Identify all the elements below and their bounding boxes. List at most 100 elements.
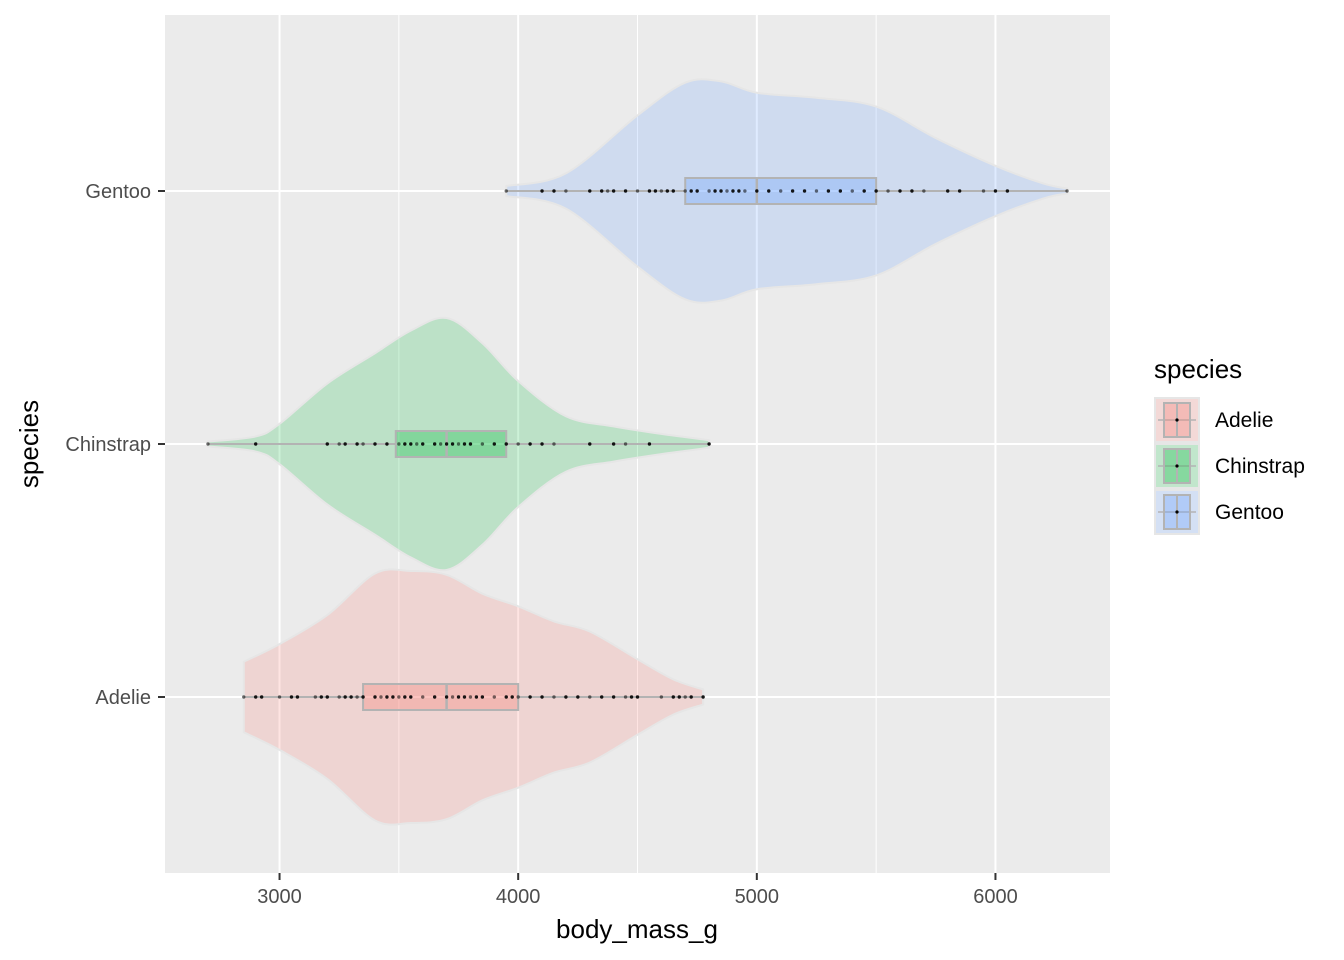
point-chinstrap	[403, 442, 407, 446]
point-adelie	[313, 695, 318, 699]
point-chinstrap	[438, 442, 443, 446]
point-adelie	[689, 695, 693, 699]
point-gentoo	[725, 189, 729, 193]
point-adelie	[635, 695, 640, 699]
point-chinstrap	[540, 442, 544, 446]
point-gentoo	[1005, 189, 1010, 193]
point-chinstrap	[325, 442, 329, 446]
point-gentoo	[993, 189, 998, 193]
legend-title: species	[1154, 354, 1242, 384]
point-adelie	[379, 695, 383, 699]
point-gentoo	[898, 189, 902, 193]
point-adelie	[588, 695, 592, 699]
point-gentoo	[695, 189, 699, 193]
point-chinstrap	[337, 442, 341, 446]
point-chinstrap	[432, 442, 437, 446]
x-axis-title: body_mass_g	[556, 914, 718, 944]
point-gentoo	[588, 189, 592, 193]
point-chinstrap	[504, 442, 508, 446]
x-tick-label: 3000	[257, 886, 302, 908]
y-axis: Adelie Chinstrap Gentoo	[65, 181, 165, 709]
point-chinstrap	[456, 442, 461, 446]
x-tick-label: 5000	[735, 886, 780, 908]
point-gentoo	[802, 189, 807, 193]
point-gentoo	[653, 189, 658, 193]
point-chinstrap	[253, 442, 258, 446]
point-adelie	[432, 695, 437, 699]
point-chinstrap	[361, 442, 365, 446]
point-gentoo	[838, 189, 843, 193]
point-adelie	[474, 695, 479, 699]
point-gentoo	[1065, 189, 1069, 193]
point-chinstrap	[444, 442, 449, 446]
point-chinstrap	[528, 442, 532, 446]
point-adelie	[373, 695, 377, 699]
point-gentoo	[767, 189, 771, 193]
point-gentoo	[874, 189, 878, 193]
point-adelie	[564, 695, 568, 699]
point-adelie	[349, 695, 353, 699]
point-gentoo	[623, 189, 628, 193]
point-adelie	[629, 695, 634, 699]
legend-key-point-chinstrap	[1175, 464, 1179, 468]
point-gentoo	[683, 189, 687, 193]
x-tick-label: 4000	[496, 886, 541, 908]
point-gentoo	[737, 189, 741, 193]
point-chinstrap	[355, 442, 359, 446]
point-adelie	[450, 695, 455, 699]
box-adelie	[362, 683, 520, 711]
point-gentoo	[957, 189, 962, 193]
point-adelie	[361, 695, 365, 699]
y-axis-title: species	[14, 400, 44, 488]
point-adelie	[701, 695, 705, 699]
point-chinstrap	[552, 442, 556, 446]
point-chinstrap	[611, 442, 616, 446]
violins	[206, 78, 1069, 826]
legend: species Adelie Chinstrap Gentoo	[1154, 354, 1305, 535]
point-adelie	[391, 695, 395, 699]
point-adelie	[528, 695, 532, 699]
point-adelie	[683, 695, 687, 699]
point-adelie	[253, 695, 258, 699]
point-chinstrap	[623, 442, 628, 446]
point-gentoo	[755, 189, 759, 193]
point-adelie	[355, 695, 359, 699]
point-gentoo	[862, 189, 866, 193]
point-adelie	[516, 695, 520, 699]
point-chinstrap	[588, 442, 592, 446]
point-adelie	[677, 695, 681, 699]
point-adelie	[492, 695, 497, 699]
point-adelie	[510, 695, 514, 699]
point-gentoo	[713, 189, 717, 193]
point-gentoo	[611, 189, 616, 193]
point-adelie	[456, 695, 461, 699]
point-gentoo	[719, 189, 723, 193]
point-adelie	[277, 695, 282, 699]
point-gentoo	[689, 189, 693, 193]
point-adelie	[623, 695, 628, 699]
point-gentoo	[922, 189, 926, 193]
point-gentoo	[605, 189, 610, 193]
data-points	[206, 189, 1069, 699]
point-gentoo	[552, 189, 556, 193]
point-adelie	[289, 695, 294, 699]
point-adelie	[259, 695, 264, 699]
point-adelie	[576, 695, 580, 699]
point-chinstrap	[450, 442, 455, 446]
point-adelie	[611, 695, 616, 699]
point-gentoo	[659, 189, 664, 193]
point-adelie	[540, 695, 544, 699]
x-axis: 3000 4000 5000 6000	[257, 873, 1018, 908]
point-adelie	[659, 695, 664, 699]
point-gentoo	[790, 189, 795, 193]
point-chinstrap	[516, 442, 520, 446]
point-gentoo	[647, 189, 652, 193]
point-gentoo	[635, 189, 640, 193]
legend-key-point-adelie	[1175, 418, 1179, 422]
legend-label-gentoo: Gentoo	[1215, 501, 1284, 524]
point-adelie	[343, 695, 347, 699]
point-adelie	[325, 695, 329, 699]
violin-gentoo	[505, 78, 1069, 304]
point-gentoo	[826, 189, 831, 193]
y-tick-label-adelie: Adelie	[95, 687, 151, 709]
